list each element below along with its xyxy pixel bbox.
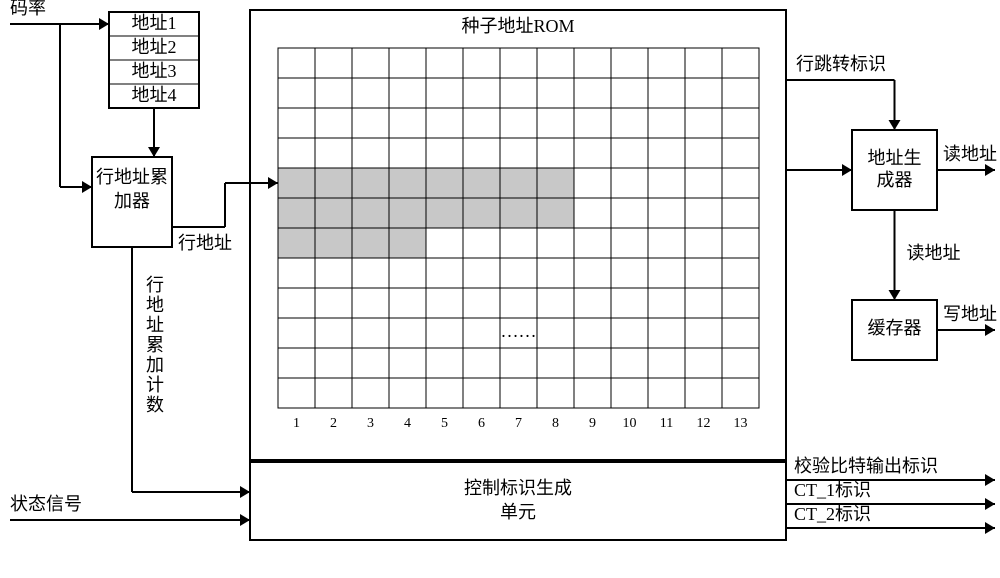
rom-ellipsis: …… [501,321,537,341]
row-count-label: 行地址累加计数 [146,275,164,415]
rom-title: 种子地址ROM [461,16,574,36]
ctrl-output-label: 校验比特输出标识 [794,456,938,476]
rom-col-label: 7 [515,416,522,431]
rom-shaded-cell [389,228,426,258]
rom-shaded-cell [352,198,389,228]
address-row-label: 地址3 [132,61,177,81]
address-row-label: 地址4 [132,85,177,105]
address-row-label: 地址2 [132,37,177,57]
read-address-down: 读地址 [907,243,961,263]
rom-shaded-cell [389,198,426,228]
rom-shaded-cell [315,228,352,258]
rom-col-label: 5 [441,416,448,431]
row-address-label: 行地址 [178,233,232,253]
rom-shaded-cell [278,168,315,198]
rom-shaded-cell [500,198,537,228]
rom-shaded-cell [537,198,574,228]
buffer-label: 缓存器 [868,318,922,338]
row-accum-label: 加器 [114,191,150,211]
rom-shaded-cell [352,228,389,258]
input-code-rate: 码率 [10,0,46,18]
rom-shaded-cell [315,198,352,228]
rom-shaded-cell [315,168,352,198]
rom-col-label: 1 [293,416,300,431]
input-state-signal: 状态信号 [10,494,82,514]
rom-col-label: 4 [404,416,411,431]
rom-shaded-cell [352,168,389,198]
rom-shaded-cell [426,168,463,198]
rom-shaded-cell [463,198,500,228]
rom-shaded-cell [278,198,315,228]
addr-gen-label: 地址生 [868,148,922,168]
rom-shaded-cell [426,198,463,228]
rom-col-label: 9 [589,416,596,431]
ctrl-unit-label: 单元 [500,502,536,522]
rom-col-label: 11 [660,416,673,431]
ctrl-unit-label: 控制标识生成 [464,478,572,498]
rom-col-label: 8 [552,416,559,431]
rom-col-label: 10 [623,416,637,431]
write-address-out: 写地址 [943,304,997,324]
ctrl-output-label: CT_2标识 [794,504,871,524]
rom-shaded-cell [537,168,574,198]
row-accum-label: 行地址累 [96,167,168,187]
rom-shaded-cell [500,168,537,198]
rom-col-label: 13 [734,416,748,431]
control-id-unit [250,462,786,540]
rom-shaded-cell [389,168,426,198]
rom-col-label: 2 [330,416,337,431]
rom-shaded-cell [278,228,315,258]
rom-col-label: 3 [367,416,374,431]
rom-col-label: 6 [478,416,485,431]
row-jump-flag-label: 行跳转标识 [796,54,886,74]
address-row-label: 地址1 [132,13,177,33]
addr-gen-label: 成器 [877,170,913,190]
rom-shaded-cell [463,168,500,198]
rom-col-label: 12 [697,416,711,431]
read-address-out: 读地址 [943,144,997,164]
ctrl-output-label: CT_1标识 [794,480,871,500]
